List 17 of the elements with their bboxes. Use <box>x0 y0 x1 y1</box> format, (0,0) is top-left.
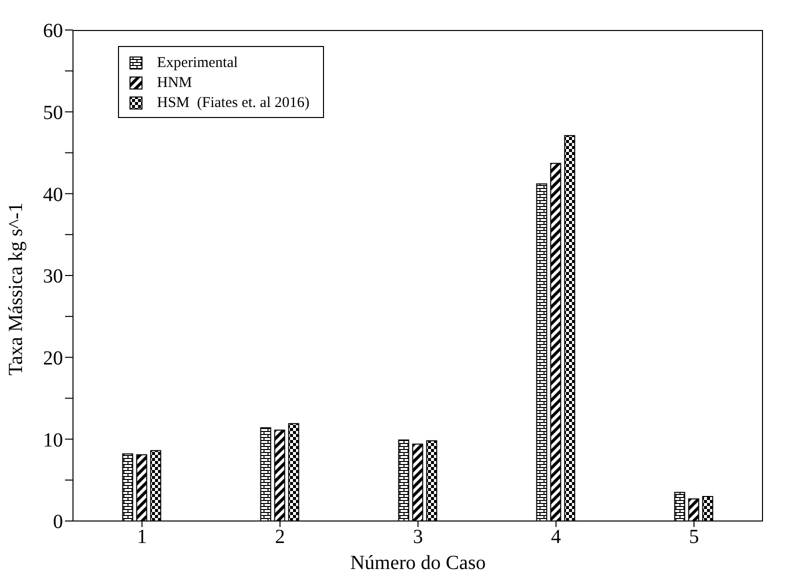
y-tick-label: 10 <box>43 429 63 452</box>
legend-label: HNM <box>157 74 192 92</box>
x-tick-label: 5 <box>689 526 699 548</box>
y-tick-label: 30 <box>43 266 63 288</box>
y-tick-label: 0 <box>53 511 63 534</box>
legend-label: HSM (Fiates et. al 2016) <box>157 94 310 112</box>
y-axis-title: Taxa Mássica kg s^-1 <box>5 202 28 376</box>
x-tick-label: 3 <box>413 526 423 548</box>
y-tick-label: 20 <box>43 347 63 370</box>
y-tick-label: 50 <box>43 102 63 124</box>
x-tick-label: 2 <box>275 526 285 548</box>
y-tick-label: 60 <box>43 20 63 42</box>
legend-label: Experimental <box>157 54 238 72</box>
x-tick-label: 4 <box>551 526 561 548</box>
x-tick-label: 1 <box>137 526 147 548</box>
x-axis-title: Número do Caso <box>350 552 486 574</box>
y-tick-label: 40 <box>43 184 63 206</box>
